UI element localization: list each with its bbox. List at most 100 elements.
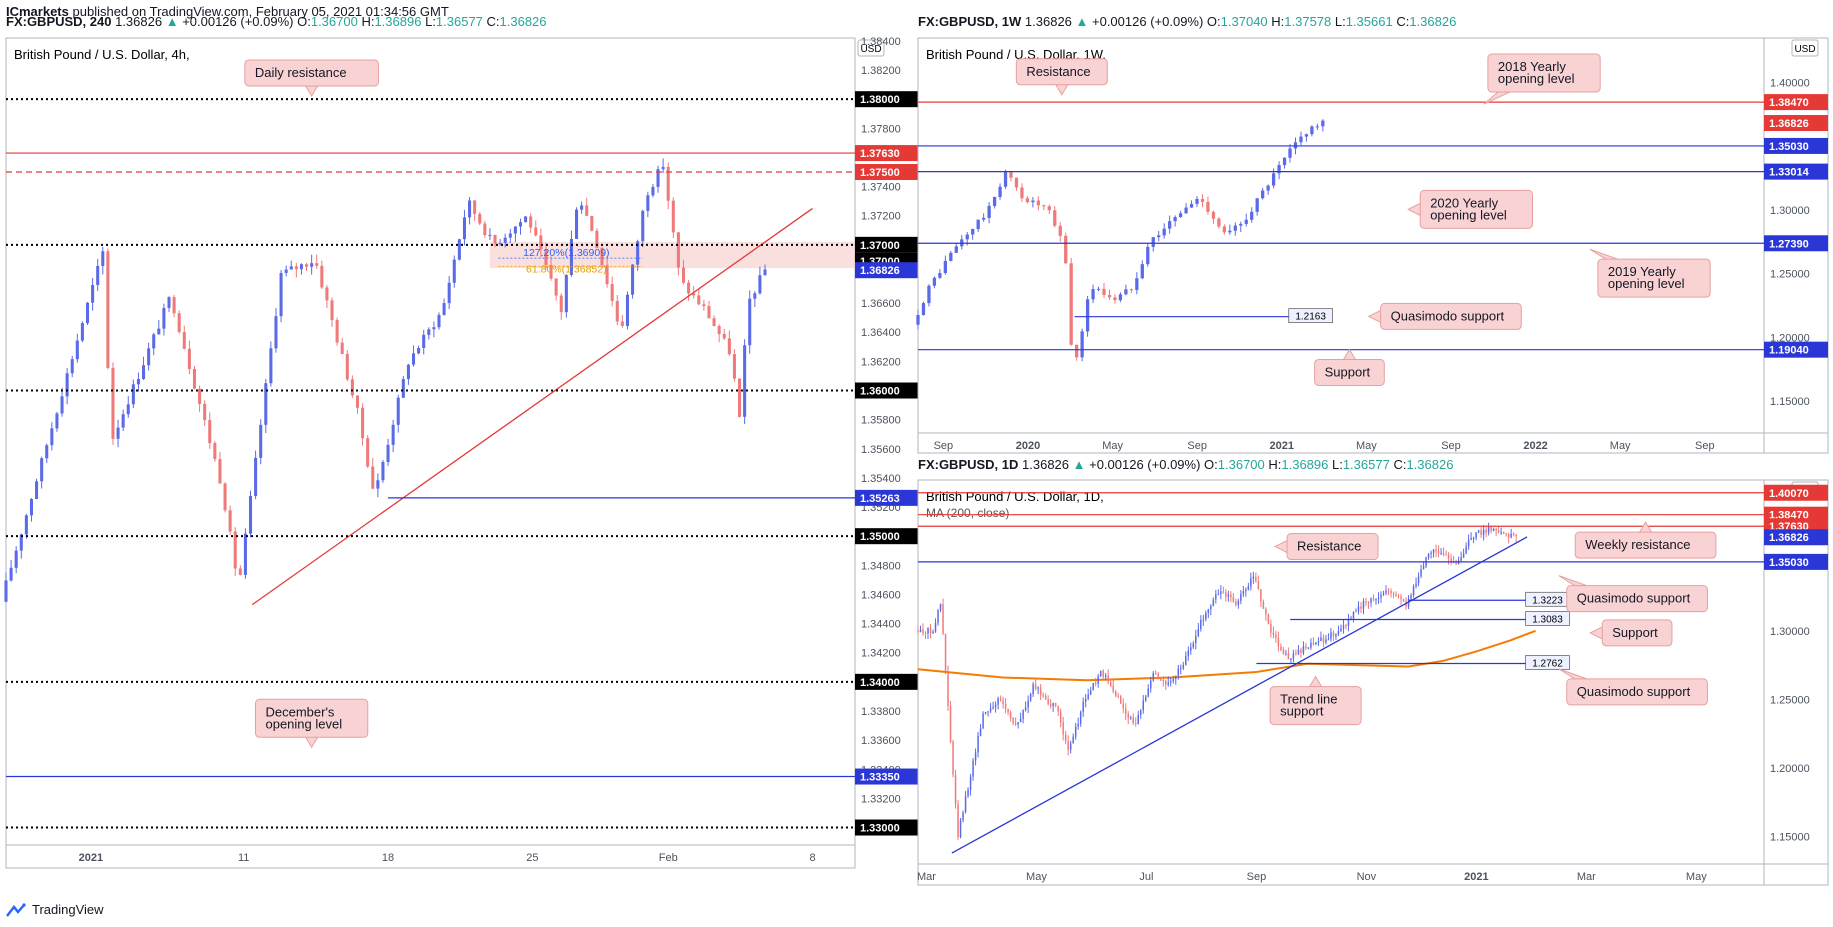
price-tag-value: 1.33350 (860, 772, 900, 784)
candle-body (325, 287, 329, 301)
candle-body (1470, 538, 1472, 540)
price-tag-value: 1.40070 (1769, 488, 1809, 500)
x-tick-label: Sep (1695, 440, 1715, 452)
candle-body (1140, 264, 1144, 279)
candle-body (1502, 532, 1505, 534)
candle-body (1282, 157, 1287, 166)
annotation-callout[interactable]: Quasimodo support (1558, 668, 1708, 706)
trend-line[interactable] (251, 207, 813, 606)
candle-body (411, 353, 416, 365)
candle-body (1342, 625, 1345, 629)
chart-panel-d1[interactable]: FX:GBPUSD, 1D 1.36826 ▲ +0.00126 (+0.09%… (917, 457, 1829, 886)
price-tag (1764, 484, 1828, 501)
candle-body (1144, 696, 1147, 701)
level-inline-tag (1288, 308, 1333, 324)
candle-body (1467, 539, 1470, 547)
annotation-callout[interactable]: Resistance (1015, 58, 1108, 96)
candle-body (1165, 680, 1167, 685)
callout-text: Quasimodo support (1391, 308, 1505, 323)
tradingview-logo[interactable]: TradingView (6, 902, 104, 917)
candle-body (1300, 649, 1302, 653)
candle-body (1190, 647, 1192, 651)
annotation-callout[interactable]: Support (1314, 348, 1385, 386)
candle-body (1244, 219, 1248, 224)
candle-body (1240, 593, 1242, 601)
annotation-callout[interactable]: Daily resistance (244, 59, 379, 97)
candle-body (177, 313, 181, 333)
trend-line[interactable] (951, 536, 1528, 854)
candle-body (55, 413, 59, 429)
x-tick-label: May (1686, 871, 1707, 883)
level-inline-tag (1525, 611, 1570, 626)
chart-panel-h4[interactable]: FX:GBPUSD, 240 1.36826 ▲ +0.00126 (+0.09… (4, 14, 921, 869)
y-tick-label: 1.38200 (861, 65, 901, 77)
x-tick-label: May (1610, 440, 1631, 452)
currency-badge[interactable] (1791, 39, 1819, 57)
annotation-callout[interactable]: Weekly resistance (1574, 521, 1717, 559)
candle-body (1447, 555, 1450, 559)
annotation-callout[interactable]: Resistance (1273, 533, 1379, 561)
candle-body (70, 359, 74, 374)
candle-body (259, 424, 263, 458)
candle-body (651, 186, 655, 196)
callout-text: Support (1612, 625, 1658, 640)
annotation-callout[interactable]: Support (1589, 619, 1673, 647)
candle-body (1380, 594, 1382, 598)
currency-badge[interactable] (857, 39, 885, 57)
candle-body (748, 298, 752, 346)
chart-title: British Pound / U.S. Dollar, 1D, (926, 489, 1104, 504)
candle-body (238, 568, 242, 575)
candle-body (1009, 712, 1012, 718)
candle-body (631, 264, 635, 295)
candle-body (1222, 591, 1225, 593)
candle-body (85, 302, 90, 324)
candle-body (1142, 700, 1144, 711)
publisher-name[interactable]: ICmarkets (6, 4, 69, 19)
annotation-callout[interactable]: Quasimodo support (1367, 302, 1522, 330)
candle-body (1031, 200, 1035, 203)
candle-body (1210, 605, 1212, 610)
candle-body (1155, 673, 1157, 675)
candle-body (1307, 647, 1310, 649)
candle-body (732, 354, 736, 379)
candle-body (1392, 593, 1395, 595)
price-tag-value: 1.36826 (1769, 118, 1809, 130)
candle-body (468, 200, 472, 218)
candle-body (60, 396, 64, 414)
price-tag (855, 262, 921, 279)
candle-body (743, 345, 747, 417)
candle-body (559, 295, 563, 313)
candle-body (969, 776, 972, 790)
candle-body (1321, 120, 1325, 127)
candle-body (442, 303, 446, 315)
candle-body (427, 329, 431, 335)
candle-body (1505, 533, 1507, 535)
price-tag (855, 91, 921, 108)
candle-body (947, 670, 949, 707)
candle-body (1168, 221, 1172, 229)
candle-body (1042, 205, 1046, 207)
candle-body (1455, 562, 1457, 565)
callout-box (1286, 533, 1379, 561)
annotation-callout[interactable]: Quasimodo support (1558, 575, 1708, 613)
candle-body (1147, 688, 1150, 697)
candle-body (116, 427, 120, 439)
price-tag (1764, 137, 1828, 154)
candle-body (1004, 703, 1007, 709)
x-tick-label: Sep (1247, 871, 1267, 883)
candle-body (473, 200, 477, 214)
chart-panel-w1[interactable]: FX:GBPUSD, 1W 1.36826 ▲ +0.00126 (+0.09%… (916, 14, 1829, 454)
candle-body (1322, 637, 1325, 643)
candle-body (1507, 534, 1510, 538)
candle-body (1069, 263, 1073, 345)
callout-box (1314, 358, 1385, 386)
publish-info: published on TradingView.com, February 0… (72, 4, 449, 19)
candle-body (223, 483, 227, 511)
candle-body (1270, 623, 1272, 633)
